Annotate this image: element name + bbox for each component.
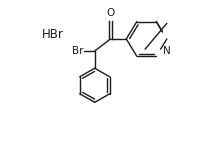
Text: Br: Br bbox=[72, 46, 83, 56]
Text: HBr: HBr bbox=[41, 28, 63, 41]
Text: O: O bbox=[106, 8, 115, 18]
Text: N: N bbox=[163, 46, 171, 56]
